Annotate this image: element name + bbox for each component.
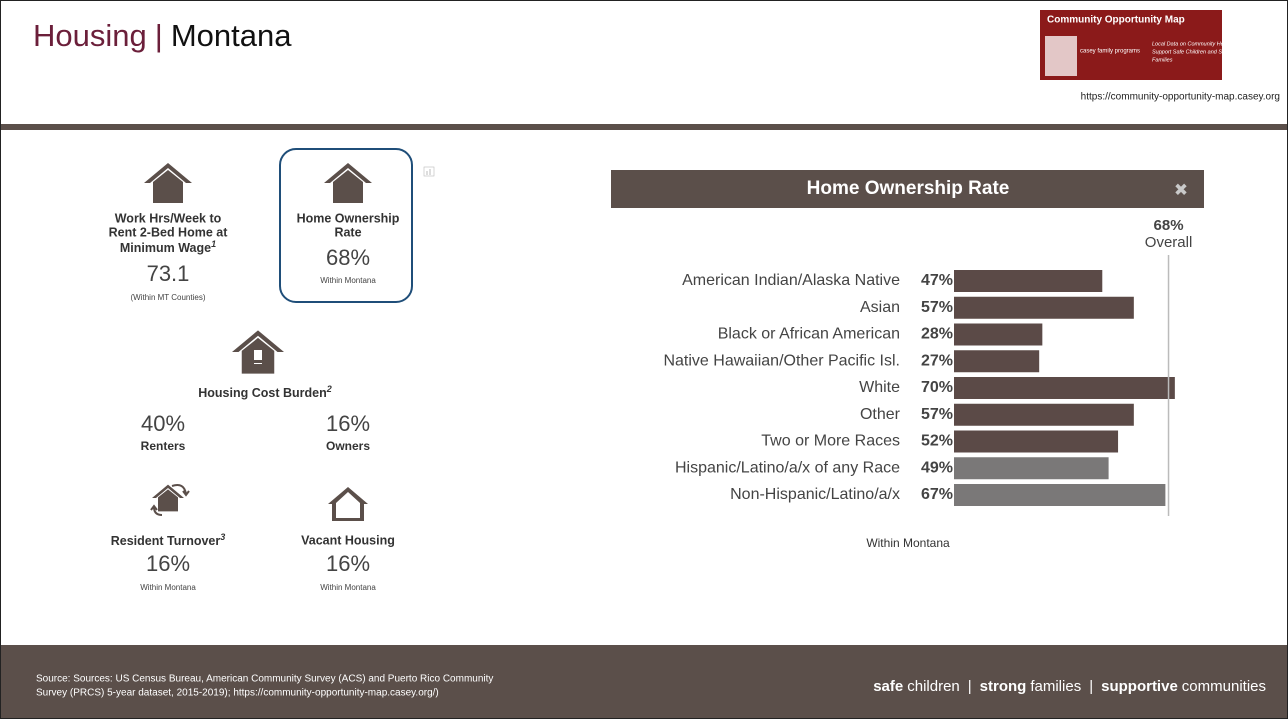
tile-value: 16% [146,551,190,576]
reference-name: Overall [1145,234,1193,251]
category-label: Asian [860,299,900,316]
chart-header [611,170,1204,208]
source-url: https://community-opportunity-map.casey.… [1081,92,1280,103]
tile-label: Renters [141,439,186,453]
value-label: 57% [921,299,953,316]
logo-brand: casey family programs [1080,49,1140,55]
chart-title: Home Ownership Rate [807,178,1010,199]
tile-title: Housing Cost Burden2 [198,384,331,400]
header-rule [1,124,1287,130]
logo-tagline: Families [1152,57,1173,63]
category-label: Native Hawaiian/Other Pacific Isl. [663,352,900,369]
category-label: Black or African American [718,326,900,343]
footnote-mark: 3 [220,532,225,542]
tile-value: 68% [326,245,370,270]
tile-title: Vacant Housing [301,533,395,547]
value-label: 27% [921,352,953,369]
tile-title: Resident Turnover3 [111,532,226,548]
tagline-text: communities [1182,678,1266,695]
tagline-separator: | [968,678,972,695]
tile-value: 40% [141,411,185,436]
value-label: 67% [921,486,953,503]
logo-title: Community Opportunity Map [1047,15,1185,26]
chart-icon[interactable] [423,166,435,177]
tile-title-line: Minimum Wage [120,241,211,255]
turnover-arrows [150,484,190,516]
tile-note: (Within MT Counties) [131,293,206,302]
title-separator: | [155,18,163,53]
value-label: 70% [921,379,953,396]
tile-value: 16% [326,411,370,436]
footnote-mark: 1 [211,239,216,249]
bar [954,403,1134,426]
tile-title-line: Housing Cost Burden [198,386,326,400]
tile-title: Work Hrs/Week to [115,211,222,225]
source-text: Source: Sources: US Census Bureau, Ameri… [36,674,493,685]
warning-mark [254,360,262,363]
tile-title-line: Resident Turnover [111,534,221,548]
bar [954,377,1175,399]
tile-title: Minimum Wage1 [120,239,216,255]
value-label: 52% [921,433,953,450]
footer [1,645,1287,718]
bar [954,457,1109,480]
bar [954,270,1103,292]
reference-value: 68% [1154,217,1184,234]
page-title: Housing | Montana [33,18,292,53]
value-label: 49% [921,459,953,476]
category-label: White [859,379,900,396]
warning-mark [254,350,262,364]
selected-tile[interactable] [279,148,413,303]
chart-note: Within Montana [866,536,950,550]
tagline-text: families [1030,678,1081,695]
tagline: safe children | strong families | supportive co… [873,678,1266,695]
close-button[interactable]: ✖ [1174,180,1188,199]
category-label: Two or More Races [761,433,900,450]
bar [954,350,1040,373]
bar-chart: American Indian/Alaska Native 47% Asian 57%… [663,217,1192,516]
title-main: Housing [33,18,147,53]
tile-label: Owners [326,439,370,453]
footnote-mark: 2 [326,384,332,394]
value-label: 57% [921,406,953,423]
tile-note: Within Montana [320,583,376,592]
tagline-bold: strong [980,678,1027,695]
logo-tagline: Support Safe Children and Strong [1152,49,1235,55]
logo-mark [1045,36,1077,76]
title-sub: Montana [171,18,292,53]
tile-note: Within Montana [140,583,196,592]
category-label: Non-Hispanic/Latino/a/x [730,486,900,503]
category-label: American Indian/Alaska Native [682,272,900,289]
tagline-bold: supportive [1101,678,1178,695]
bar [954,484,1166,506]
tagline-text: children [907,678,960,695]
tile-note: Within Montana [320,276,376,285]
tile-title: Rent 2-Bed Home at [109,225,229,239]
tagline-bold: safe [873,678,903,695]
tile-value: 73.1 [147,261,190,286]
bar [954,430,1119,453]
category-label: Other [860,406,901,423]
category-label: Hispanic/Latino/a/x of any Race [675,459,900,476]
value-label: 28% [921,326,953,343]
bar [954,296,1134,319]
tile-title: Home Ownership [297,211,400,225]
tile-title: Rate [334,225,361,239]
house-outline-icon [328,487,368,521]
bar [954,323,1043,346]
tagline-separator: | [1089,678,1093,695]
tile-value: 16% [326,551,370,576]
source-text: Survey (PRCS) 5-year dataset, 2015-2019)… [36,688,439,699]
logo-tagline: Local Data on Community Health to [1152,41,1239,47]
value-label: 47% [921,272,953,289]
